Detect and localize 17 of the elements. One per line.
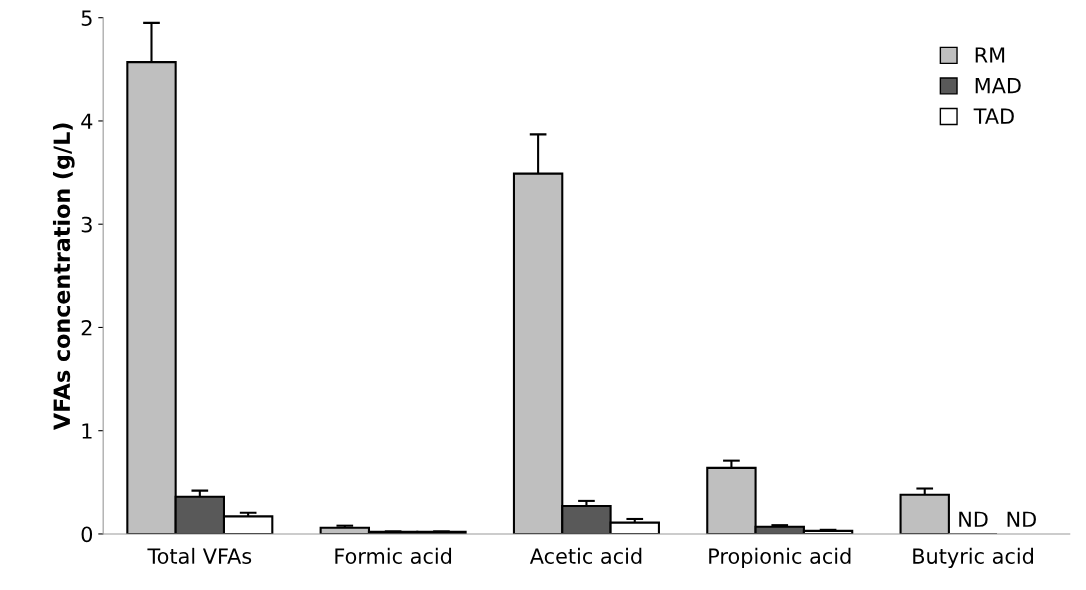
legend-label: RM bbox=[975, 47, 1005, 63]
y-axis-title: VFAs concentration (g/L) bbox=[52, 123, 75, 430]
legend-label: TAD bbox=[973, 108, 1014, 124]
x-tick-label: Total VFAs bbox=[147, 547, 252, 564]
legend-label: MAD bbox=[975, 78, 1021, 94]
x-tick-label: Acetic acid bbox=[529, 547, 642, 564]
data-label: ND bbox=[959, 511, 988, 527]
x-tick-label: Propionic acid bbox=[709, 547, 851, 568]
y-tick-label: 2 bbox=[81, 319, 92, 336]
y-tick-label: 5 bbox=[81, 10, 92, 26]
y-tick-label: 3 bbox=[81, 216, 92, 233]
y-tick-label: 0 bbox=[81, 526, 93, 543]
x-tick-label: Butyric acid bbox=[913, 547, 1033, 568]
data-label: ND bbox=[1007, 511, 1036, 527]
x-tick-label: Formic acid bbox=[335, 547, 452, 564]
y-tick-label: 4 bbox=[81, 113, 93, 129]
y-tick-label: 1 bbox=[82, 423, 92, 439]
